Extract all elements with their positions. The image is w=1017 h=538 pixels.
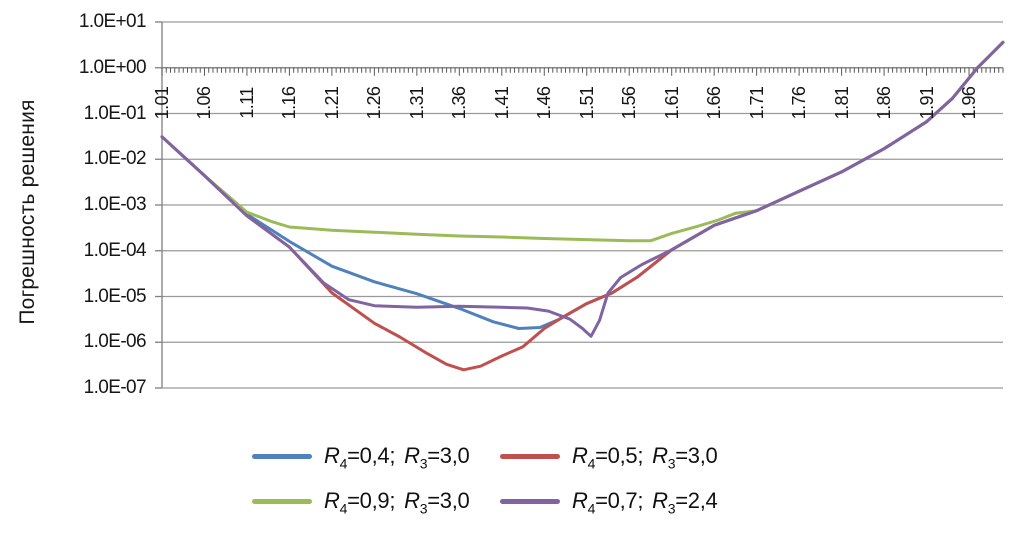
- x-tick-label: 1.41: [491, 86, 512, 120]
- x-tick-label: 1.71: [746, 86, 767, 120]
- plot-area: [155, 21, 1005, 389]
- x-tick-label: 1.86: [874, 86, 895, 120]
- y-tick-label: 1.0E-04: [83, 239, 147, 261]
- x-tick-label: 1.61: [661, 86, 682, 120]
- y-tick-label: 1.0E+01: [78, 11, 147, 32]
- x-tick-label: 1.96: [959, 86, 980, 120]
- x-tick-label: 1.31: [406, 86, 427, 120]
- y-tick-label: 1.0E-06: [83, 331, 147, 353]
- legend-item: R4=0,7; R3=2,4: [500, 485, 748, 517]
- legend-label: R4=0,5; R3=3,0: [572, 443, 718, 472]
- x-tick-label: 1.06: [194, 86, 215, 120]
- y-tick-label: 1.0E-01: [83, 102, 147, 124]
- legend-item: R4=0,9; R3=3,0: [252, 485, 500, 517]
- legend-label: R4=0,4; R3=3,0: [324, 443, 470, 472]
- x-tick-label: 1.91: [916, 86, 937, 120]
- legend-item: R4=0,5; R3=3,0: [500, 440, 748, 472]
- legend-label: R4=0,9; R3=3,0: [324, 488, 470, 517]
- legend-swatch: [252, 453, 312, 459]
- x-axis-ticks: [161, 67, 1004, 76]
- y-tick-label: 1.0E-03: [83, 194, 147, 215]
- legend-swatch: [500, 498, 560, 504]
- x-tick-label: 1.26: [364, 86, 385, 120]
- legend-swatch: [500, 453, 560, 459]
- y-tick-label: 1.0E+00: [78, 56, 147, 78]
- x-tick-label: 1.46: [534, 86, 555, 120]
- x-tick-label: 1.11: [236, 87, 257, 119]
- y-tick-label: 1.0E-05: [83, 285, 147, 307]
- series-line-3: [160, 40, 1005, 338]
- x-tick-label: 1.21: [321, 86, 342, 120]
- y-tick-label: 1.0E-02: [83, 148, 147, 170]
- x-tick-label: 1.16: [279, 86, 300, 120]
- legend-item: R4=0,4; R3=3,0: [252, 440, 500, 472]
- x-tick-label: 1.56: [619, 86, 640, 120]
- legend: R4=0,4; R3=3,0 R4=0,5; R3=3,0 R4=0,9; R3=3,0 R…: [252, 440, 748, 517]
- legend-label: R4=0,7; R3=2,4: [572, 488, 718, 517]
- x-tick-label: 1.51: [576, 86, 597, 120]
- x-tick-label: 1.01: [152, 86, 172, 120]
- legend-swatch: [252, 498, 312, 504]
- x-tick-label: 1.36: [449, 86, 470, 120]
- x-tick-label: 1.66: [704, 86, 725, 120]
- y-tick-label: 1.0E-07: [83, 377, 147, 398]
- x-tick-label: 1.76: [789, 86, 810, 120]
- y-axis-line: [155, 21, 163, 389]
- x-tick-label: 1.81: [831, 86, 852, 120]
